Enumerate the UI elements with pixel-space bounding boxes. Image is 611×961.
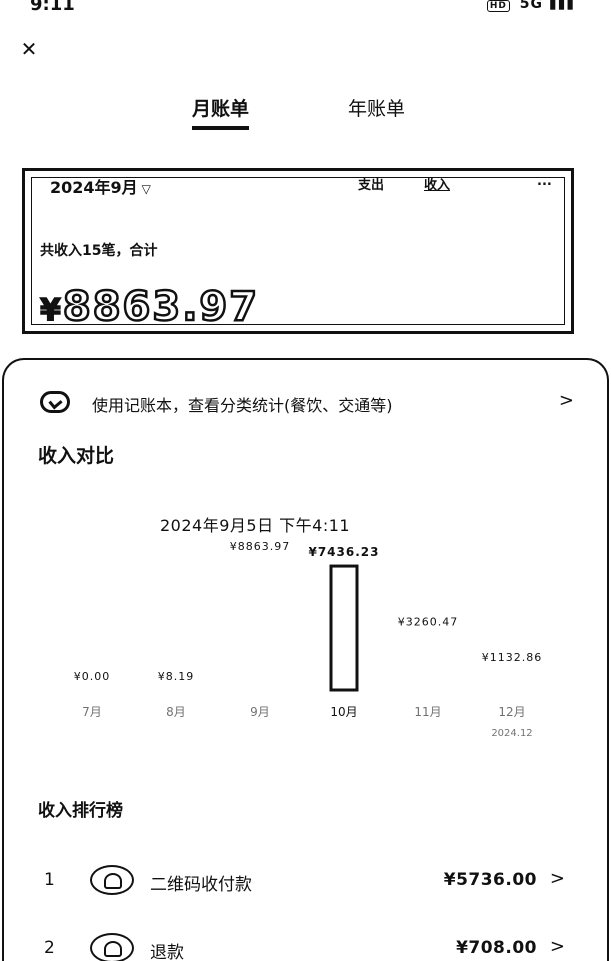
- tab-monthly-bill-label: 月账单: [192, 98, 250, 120]
- chart-category-label: 9月: [250, 705, 270, 719]
- tab-yearly-bill[interactable]: 年账单: [348, 94, 405, 134]
- ranking-amount: ¥708.00: [456, 938, 537, 958]
- toggle-expense[interactable]: 支出: [358, 178, 385, 193]
- income-ranking-title: 收入排行榜: [38, 801, 123, 821]
- ranking-number: 1: [44, 870, 55, 890]
- status-bar: 9:11 HD 5G ▮▮▮: [0, 0, 611, 22]
- more-options[interactable]: ...: [537, 174, 552, 189]
- chevron-right-icon: >: [549, 936, 565, 957]
- battery-icon: ▮▮▮: [548, 0, 575, 12]
- chart-bar[interactable]: [415, 636, 441, 690]
- tab-monthly-bill[interactable]: 月账单: [192, 94, 250, 134]
- chart-value-label: ¥7436.23: [308, 545, 379, 559]
- ranking-label: 二维码收付款: [150, 875, 252, 895]
- active-tab-underline: [192, 126, 250, 130]
- month-selector[interactable]: 2024年9月 ▽: [50, 174, 151, 198]
- month-selector-label: 2024年9月: [50, 178, 138, 197]
- chart-sub-label: 2024.12: [491, 728, 532, 739]
- ranking-number: 2: [44, 938, 55, 958]
- chart-tooltip-date: 2024年9月5日 下午4:11: [160, 516, 351, 535]
- hd-icon: HD: [486, 0, 510, 12]
- chart-bar-selected[interactable]: [329, 564, 359, 692]
- status-icons: HD 5G ▮▮▮: [486, 0, 575, 12]
- chart-category-label: 8月: [166, 705, 186, 719]
- ledger-icon: [40, 391, 70, 413]
- toggle-income[interactable]: 收入: [424, 178, 451, 193]
- chevron-down-icon: ▽: [141, 182, 151, 196]
- chart-category-label: 12月: [498, 705, 525, 719]
- summary-card-inner: 2024年9月 ▽ 支出 收入 ... 共收入15笔，合计 ¥8863.97: [31, 174, 565, 331]
- chart-value-label: ¥8863.97: [230, 540, 291, 553]
- qr-payment-icon: [90, 865, 134, 895]
- ranking-label: 退款: [150, 943, 184, 961]
- status-time: 9:11: [30, 0, 75, 15]
- chart-category-label: 10月: [330, 705, 357, 719]
- tab-yearly-bill-label: 年账单: [348, 98, 406, 120]
- summary-amount: ¥8863.97: [39, 283, 260, 332]
- chevron-right-icon: >: [549, 868, 565, 889]
- chart-category-label: 11月: [414, 705, 441, 719]
- chart-bar[interactable]: [499, 671, 525, 690]
- ranking-row[interactable]: 1 二维码收付款 ¥5736.00 >: [0, 862, 611, 902]
- chart-value-label: ¥3260.47: [398, 616, 459, 629]
- close-button[interactable]: ✕: [20, 37, 38, 61]
- chart-category-label: 7月: [82, 705, 102, 719]
- chart-value-label: ¥1132.86: [482, 651, 543, 664]
- content-sheet: [2, 358, 609, 961]
- chart-value-label: ¥0.00: [74, 670, 111, 683]
- chevron-right-icon: >: [558, 390, 574, 411]
- summary-card: 2024年9月 ▽ 支出 收入 ... 共收入15笔，合计 ¥8863.97: [22, 168, 574, 334]
- summary-line: 共收入15笔，合计: [40, 243, 158, 259]
- ranking-amount: ¥5736.00: [443, 870, 537, 890]
- summary-currency: ¥: [39, 292, 63, 329]
- chart-svg: ¥0.00 7月 ¥8.19 8月 ¥8863.97 9月 ¥7436.23 10月 ¥3260…: [74, 540, 543, 739]
- ranking-row[interactable]: 2 退款 ¥708.00 >: [0, 930, 611, 961]
- income-compare-chart: 2024年9月5日 下午4:11 ¥0.00 7月 ¥8.19 8月 ¥8863.97 9…: [0, 500, 611, 760]
- chart-bar[interactable]: [247, 542, 273, 690]
- chart-value-label: ¥8.19: [158, 670, 195, 683]
- ledger-promo-row[interactable]: 使用记账本，查看分类统计(餐饮、交通等) >: [40, 390, 580, 416]
- income-compare-title: 收入对比: [38, 445, 115, 467]
- refund-icon: [90, 933, 134, 961]
- bill-tabs: 月账单 年账单: [0, 94, 611, 134]
- summary-amount-value: 8863.97: [62, 283, 260, 332]
- promo-text: 使用记账本，查看分类统计(餐饮、交通等): [92, 396, 393, 415]
- signal-icon: 5G: [519, 0, 543, 12]
